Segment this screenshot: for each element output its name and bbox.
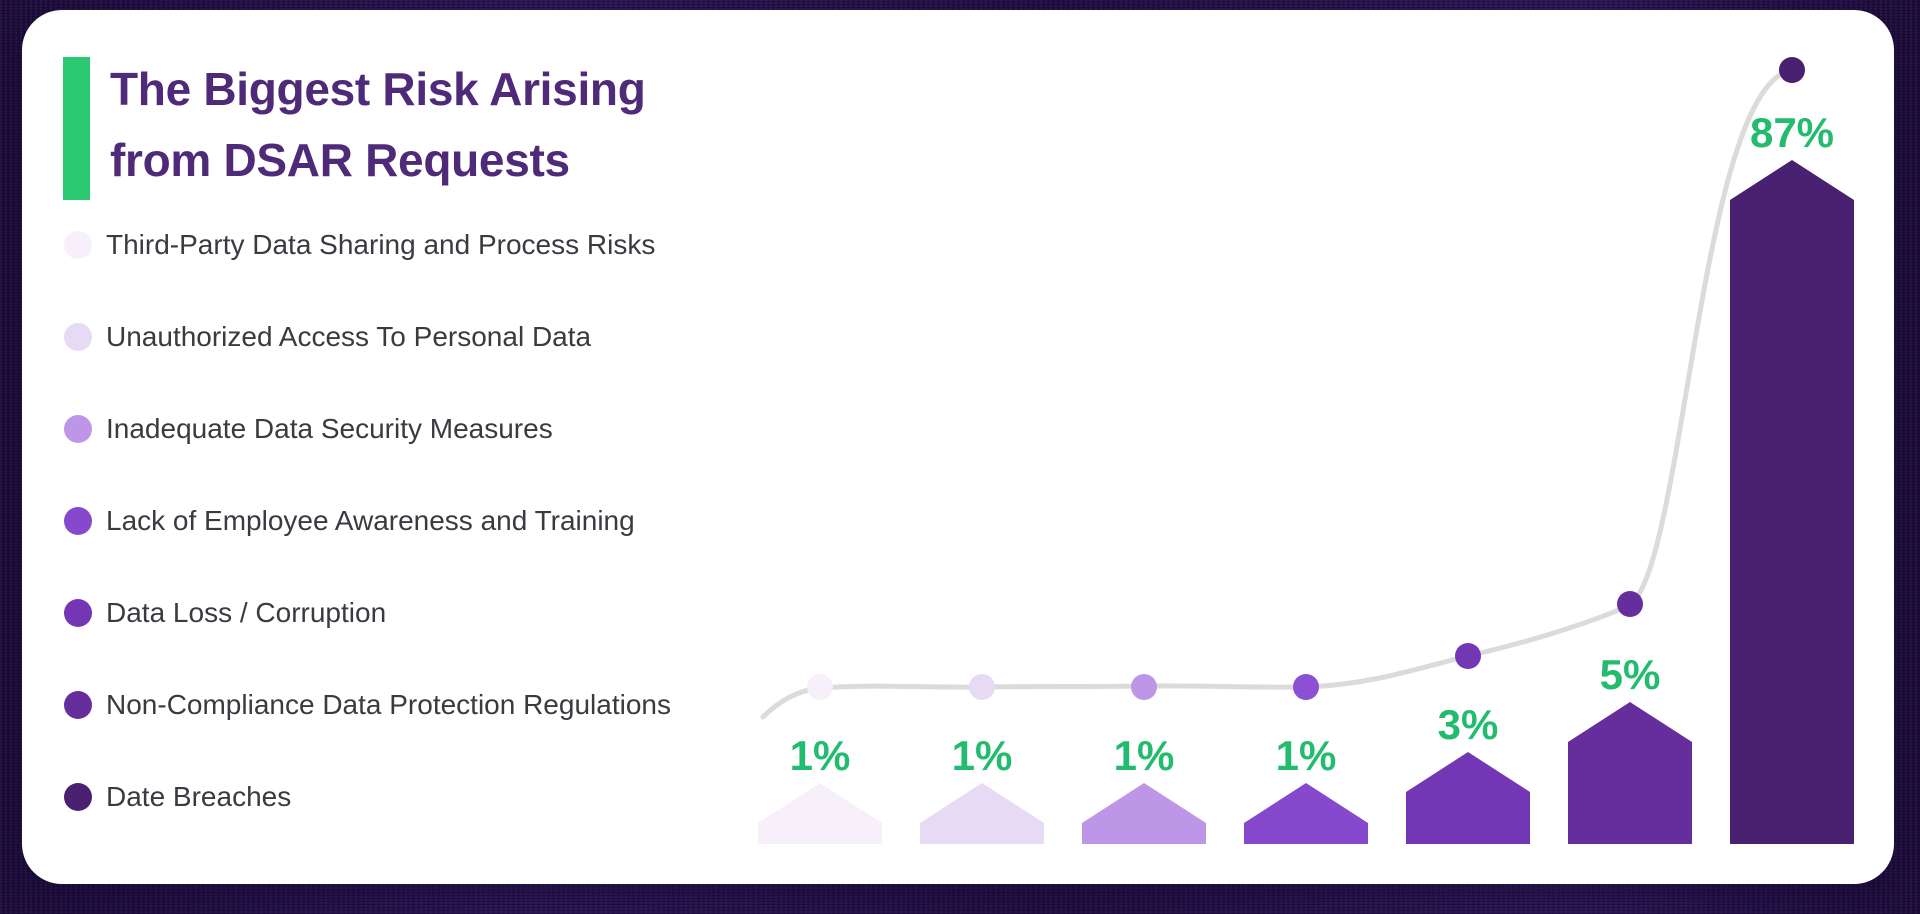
page-title: The Biggest Risk Arising from DSAR Reque… bbox=[110, 54, 646, 196]
legend-item-label: Non-Compliance Data Protection Regulatio… bbox=[106, 689, 671, 720]
legend-item: Third-Party Data Sharing and Process Ris… bbox=[64, 229, 671, 260]
legend-item: Data Loss / Corruption bbox=[64, 597, 671, 628]
legend-color-dot bbox=[64, 599, 92, 627]
legend-item-label: Lack of Employee Awareness and Training bbox=[106, 505, 635, 536]
legend-color-dot bbox=[64, 783, 92, 811]
legend-item-label: Unauthorized Access To Personal Data bbox=[106, 321, 592, 352]
legend-item: Lack of Employee Awareness and Training bbox=[64, 505, 671, 536]
infographic-card: The Biggest Risk Arising from DSAR Reque… bbox=[22, 10, 1894, 884]
legend: Third-Party Data Sharing and Process Ris… bbox=[64, 229, 671, 812]
legend-item: Non-Compliance Data Protection Regulatio… bbox=[64, 689, 671, 720]
legend-item: Unauthorized Access To Personal Data bbox=[64, 321, 671, 352]
legend-color-dot bbox=[64, 691, 92, 719]
page-title-line-1: The Biggest Risk Arising bbox=[110, 63, 646, 115]
legend-item: Inadequate Data Security Measures bbox=[64, 413, 671, 444]
legend-color-dot bbox=[64, 323, 92, 351]
legend-item-label: Data Loss / Corruption bbox=[106, 597, 387, 628]
legend-color-dot bbox=[64, 231, 92, 259]
title-accent-bar bbox=[63, 57, 90, 200]
legend-item-label: Inadequate Data Security Measures bbox=[106, 413, 553, 444]
legend-item-label: Third-Party Data Sharing and Process Ris… bbox=[106, 229, 656, 260]
legend-item: Date Breaches bbox=[64, 781, 671, 812]
legend-color-dot bbox=[64, 415, 92, 443]
legend-color-dot bbox=[64, 507, 92, 535]
page-title-line-2: from DSAR Requests bbox=[110, 134, 570, 186]
legend-item-label: Date Breaches bbox=[106, 781, 292, 812]
